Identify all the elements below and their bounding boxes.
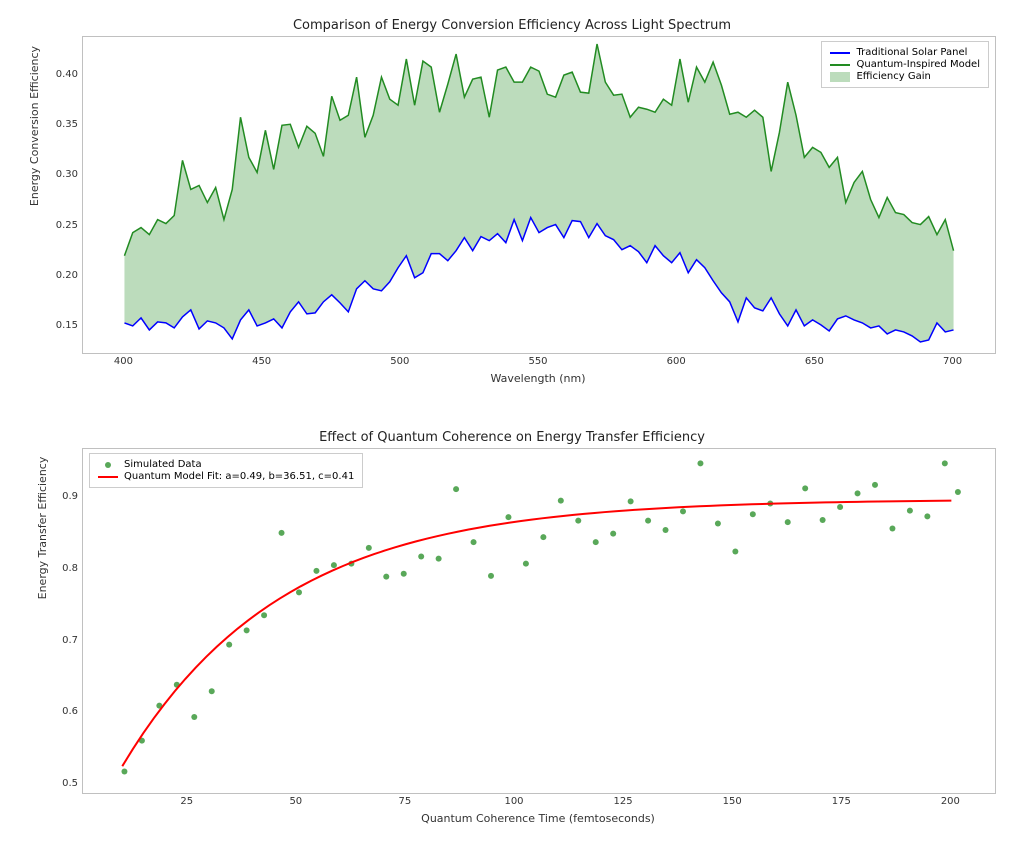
bottom-chart-legend: Simulated Data Quantum Model Fit: a=0.49… (89, 453, 363, 488)
xtick-label: 75 (393, 796, 417, 807)
xtick-label: 125 (611, 796, 635, 807)
legend-entry-gain: Efficiency Gain (830, 71, 980, 82)
ytick-label: 0.30 (48, 169, 78, 180)
legend-entry-fit: Quantum Model Fit: a=0.49, b=36.51, c=0.… (98, 471, 354, 482)
xtick-label: 700 (941, 356, 965, 367)
ytick-label: 0.6 (48, 706, 78, 717)
ytick-label: 0.8 (48, 563, 78, 574)
ytick-label: 0.5 (48, 778, 78, 789)
xtick-label: 50 (284, 796, 308, 807)
xtick-label: 25 (175, 796, 199, 807)
ytick-label: 0.25 (48, 220, 78, 231)
xtick-label: 175 (829, 796, 853, 807)
figure: Comparison of Energy Conversion Efficien… (10, 10, 1014, 843)
legend-label: Quantum-Inspired Model (856, 59, 980, 70)
bottom-chart-ylabel: Energy Transfer Efficiency (36, 356, 49, 700)
ytick-label: 0.15 (48, 320, 78, 331)
legend-label: Traditional Solar Panel (856, 47, 967, 58)
xtick-label: 150 (720, 796, 744, 807)
xtick-label: 400 (111, 356, 135, 367)
legend-label: Quantum Model Fit: a=0.49, b=36.51, c=0.… (124, 471, 354, 482)
xtick-label: 650 (802, 356, 826, 367)
ytick-label: 0.35 (48, 119, 78, 130)
xtick-label: 600 (664, 356, 688, 367)
xtick-label: 100 (502, 796, 526, 807)
top-chart-xlabel: Wavelength (nm) (82, 372, 994, 385)
legend-entry-simulated: Simulated Data (98, 459, 354, 470)
top-chart-title: Comparison of Energy Conversion Efficien… (10, 18, 1014, 33)
ytick-label: 0.7 (48, 635, 78, 646)
ytick-label: 0.20 (48, 270, 78, 281)
legend-label: Efficiency Gain (856, 71, 930, 82)
bottom-chart-xlabel: Quantum Coherence Time (femtoseconds) (82, 812, 994, 825)
bottom-chart-title: Effect of Quantum Coherence on Energy Tr… (10, 430, 1014, 445)
legend-entry-quantum: Quantum-Inspired Model (830, 59, 980, 70)
top-chart-axes: Traditional Solar Panel Quantum-Inspired… (82, 36, 996, 354)
top-chart-ylabel: Energy Conversion Efficiency (28, 0, 41, 284)
xtick-label: 450 (250, 356, 274, 367)
xtick-label: 200 (938, 796, 962, 807)
legend-label: Simulated Data (124, 459, 202, 470)
bottom-chart-axes: Simulated Data Quantum Model Fit: a=0.49… (82, 448, 996, 794)
top-chart-legend: Traditional Solar Panel Quantum-Inspired… (821, 41, 989, 88)
ytick-label: 0.40 (48, 69, 78, 80)
ytick-label: 0.9 (48, 491, 78, 502)
legend-entry-traditional: Traditional Solar Panel (830, 47, 980, 58)
xtick-label: 500 (388, 356, 412, 367)
xtick-label: 550 (526, 356, 550, 367)
